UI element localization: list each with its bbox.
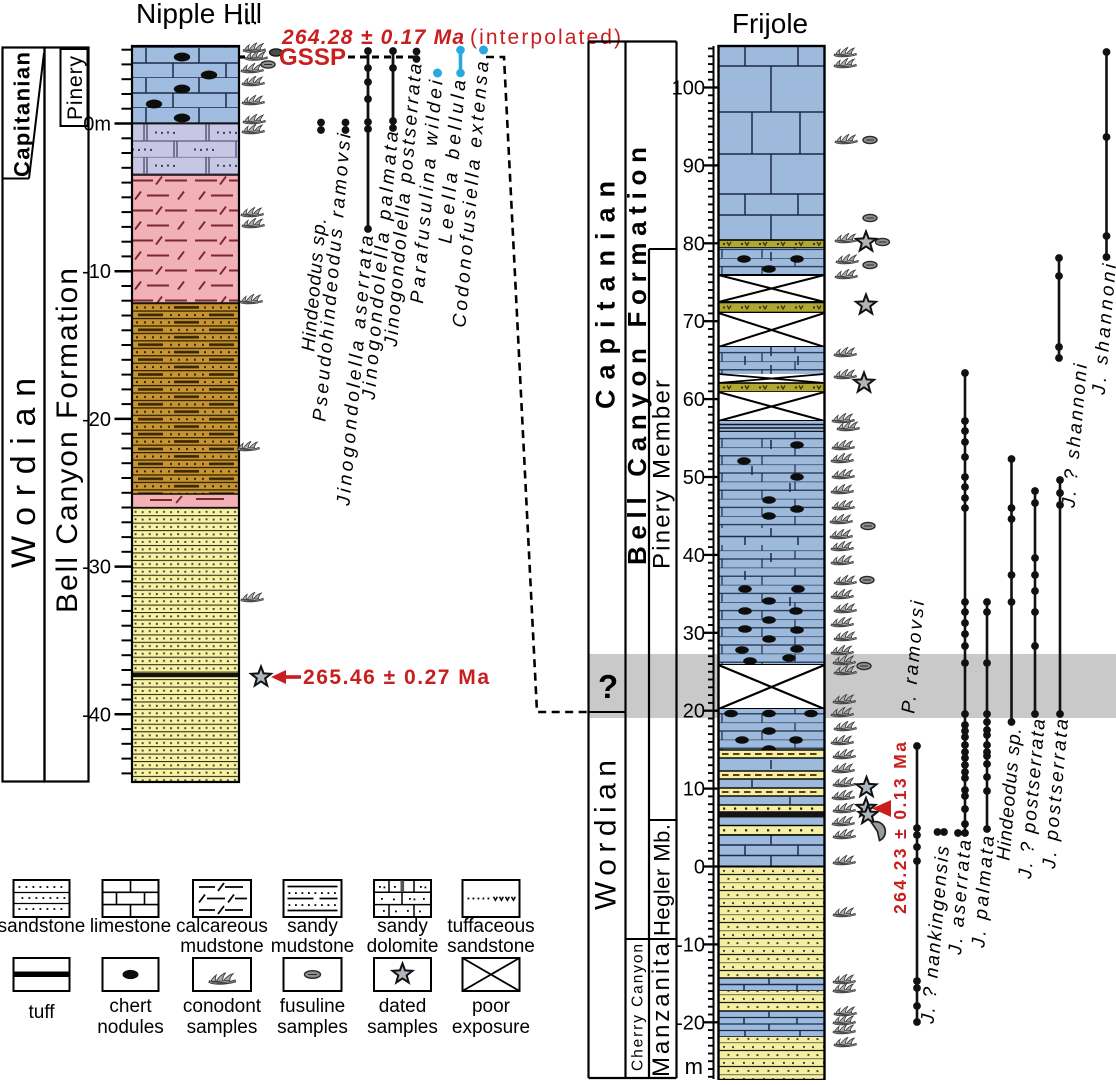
svg-text:dolomite: dolomite [367, 936, 439, 957]
svg-text:-30: -30 [82, 557, 111, 579]
svg-text:Frijole: Frijole [732, 8, 808, 39]
svg-text:Bell Canyon Formation: Bell Canyon Formation [51, 268, 84, 613]
svg-text:chert: chert [109, 996, 152, 1017]
svg-text:Nipple Hill: Nipple Hill [136, 0, 262, 29]
svg-text:70: 70 [683, 311, 705, 333]
svg-text:20: 20 [683, 701, 705, 723]
svg-text:m: m [685, 1054, 703, 1079]
svg-text:sandy: sandy [287, 916, 338, 937]
svg-text:limestone: limestone [90, 916, 171, 937]
svg-text:90: 90 [683, 155, 705, 177]
svg-text:Capitanian: Capitanian [10, 52, 35, 177]
svg-text:Bell Canyon Formation: Bell Canyon Formation [622, 147, 652, 565]
svg-text:tuffaceous: tuffaceous [447, 916, 534, 937]
svg-text:10: 10 [683, 779, 705, 801]
svg-text:-20: -20 [82, 409, 111, 431]
svg-text:30: 30 [683, 623, 705, 645]
svg-text:Pinery: Pinery [64, 56, 87, 121]
svg-text:Hegler Mb.: Hegler Mb. [650, 824, 675, 936]
svg-text:poor: poor [472, 996, 511, 1017]
svg-text:sandy: sandy [377, 916, 428, 937]
svg-text:dated: dated [379, 996, 427, 1017]
svg-text:mudstone: mudstone [271, 936, 354, 957]
svg-text:80: 80 [683, 233, 705, 255]
svg-text:-10: -10 [82, 261, 111, 283]
svg-text:-20: -20 [676, 1012, 705, 1034]
svg-text:sandstone: sandstone [0, 916, 85, 937]
svg-text:-40: -40 [82, 704, 111, 726]
svg-text:0m: 0m [83, 114, 111, 136]
svg-text:mudstone: mudstone [180, 936, 263, 957]
svg-text:Cherry Canyon: Cherry Canyon [630, 944, 647, 1071]
svg-text:265.46 ± 0.27 Ma: 265.46 ± 0.27 Ma [303, 666, 489, 689]
svg-text:samples: samples [187, 1017, 258, 1038]
svg-text:60: 60 [683, 389, 705, 411]
svg-text:50: 50 [683, 467, 705, 489]
svg-text:conodont: conodont [183, 996, 262, 1017]
svg-text:-10: -10 [676, 934, 705, 956]
svg-text:?: ? [598, 668, 618, 705]
svg-text:samples: samples [367, 1017, 438, 1038]
svg-text:40: 40 [683, 545, 705, 567]
svg-text:GSSP: GSSP [279, 44, 346, 71]
svg-text:samples: samples [277, 1017, 348, 1038]
svg-text:sandstone: sandstone [447, 936, 535, 957]
svg-text:exposure: exposure [452, 1017, 530, 1038]
svg-text:nodules: nodules [97, 1017, 164, 1038]
svg-text:100: 100 [672, 78, 705, 100]
svg-text:fusuline: fusuline [280, 996, 346, 1017]
svg-text:calcareous: calcareous [176, 916, 268, 937]
svg-text:tuff: tuff [28, 1002, 55, 1023]
svg-text:0: 0 [694, 857, 705, 879]
svg-text:Pinery Member: Pinery Member [649, 380, 676, 569]
